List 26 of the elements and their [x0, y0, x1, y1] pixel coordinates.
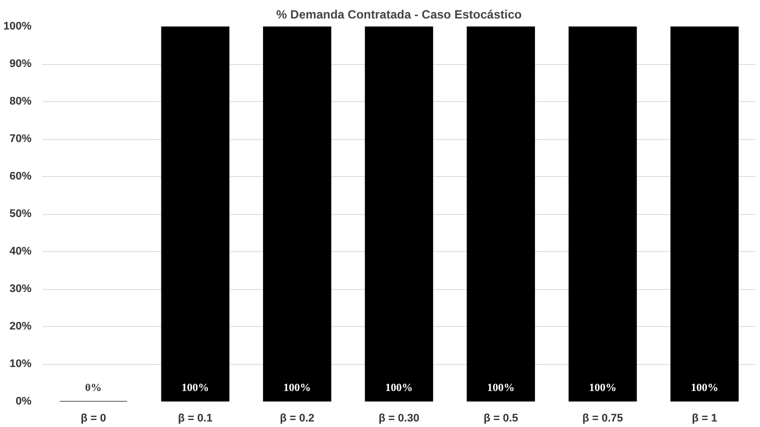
y-tick-label: 100% [3, 20, 32, 32]
y-tick-label: 20% [9, 320, 32, 332]
y-tick-label: 60% [9, 170, 32, 182]
x-tick-label: β = 1 [692, 412, 718, 424]
y-tick-label: 70% [9, 133, 32, 145]
y-tick-label: 50% [9, 208, 32, 220]
y-tick-label: 40% [9, 246, 32, 258]
x-tick-label: β = 0.2 [280, 412, 314, 424]
data-label: 100% [487, 382, 515, 394]
chart-title: % Demanda Contratada - Caso Estocástico [276, 8, 522, 22]
y-tick-label: 30% [9, 283, 32, 295]
x-tick-label: β = 0.75 [582, 412, 624, 424]
data-label: 100% [588, 382, 616, 394]
data-label: 100% [283, 382, 311, 394]
x-tick-label: β = 0.30 [378, 412, 420, 424]
data-label: 0% [85, 382, 102, 394]
data-label: 100% [385, 382, 413, 394]
data-label: 100% [182, 382, 210, 394]
y-tick-label: 0% [16, 396, 32, 408]
x-tick-label: β = 0.5 [484, 412, 518, 424]
y-tick-label: 80% [9, 96, 32, 108]
y-tick-label: 90% [9, 58, 32, 70]
x-tick-label: β = 0 [80, 412, 106, 424]
y-tick-label: 10% [9, 358, 32, 370]
data-label: 100% [690, 382, 718, 394]
x-tick-label: β = 0.1 [178, 412, 213, 424]
